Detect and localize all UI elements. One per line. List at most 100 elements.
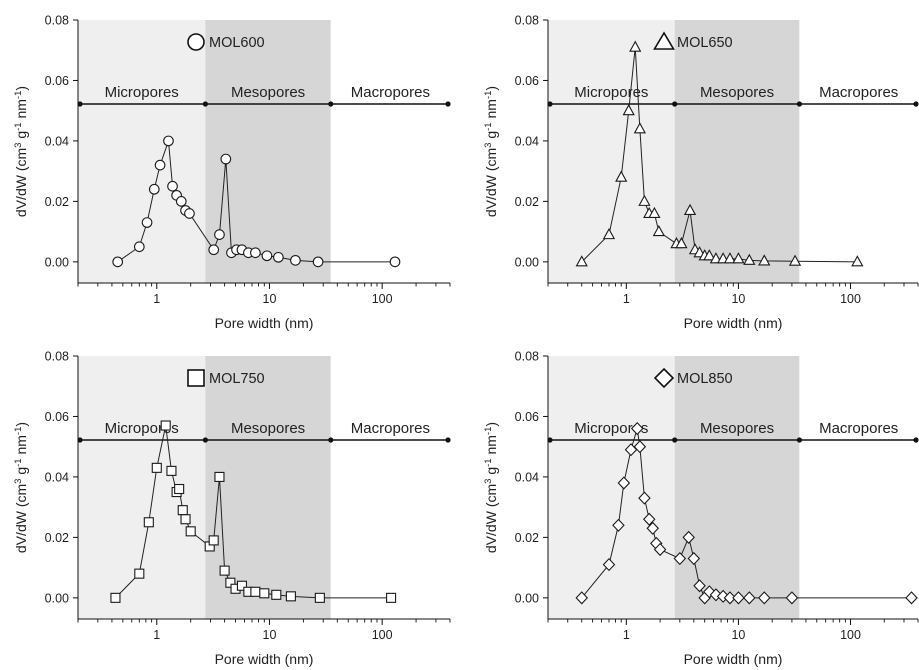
region-macropores-shade xyxy=(799,356,918,619)
region-micropores-shade xyxy=(548,356,675,619)
data-points xyxy=(112,135,401,268)
data-point xyxy=(575,591,588,605)
data-point xyxy=(250,247,261,259)
legend: MOL850 xyxy=(653,367,733,389)
legend: MOL650 xyxy=(653,31,733,51)
x-axis-title: Pore width (nm) xyxy=(215,651,314,667)
data-point xyxy=(653,542,667,557)
data-point xyxy=(214,229,225,240)
region-label-mesopores: Mesopores xyxy=(700,420,774,437)
data-point xyxy=(693,579,706,593)
data-point xyxy=(184,208,195,219)
region-label-macropores: Macropores xyxy=(819,420,898,437)
x-tick-label: 1 xyxy=(623,628,630,642)
y-tick-label: 0.00 xyxy=(45,255,69,269)
data-point xyxy=(259,588,270,599)
y-tick-label: 0.08 xyxy=(45,350,69,364)
data-point xyxy=(743,253,756,265)
region-label-mesopores: Mesopores xyxy=(700,84,774,101)
data-point xyxy=(166,465,177,476)
y-tick-label: 0.02 xyxy=(45,195,69,209)
data-point xyxy=(312,256,324,268)
data-point xyxy=(134,568,145,579)
y-tick-label: 0.06 xyxy=(45,410,69,424)
data-point xyxy=(177,505,188,516)
data-point xyxy=(687,551,701,566)
y-tick-label: 0.08 xyxy=(515,350,539,364)
region-bracket-tick xyxy=(202,101,208,107)
legend: MOL600 xyxy=(187,33,265,51)
region-bracket-tick xyxy=(913,101,919,107)
pore-regions xyxy=(78,356,450,619)
x-tick-label: 1 xyxy=(623,292,630,306)
y-axis-title: dV/dW (cm3 g-1 nm-1) xyxy=(483,422,500,553)
y-axis-title: dV/dW (cm3 g-1 nm-1) xyxy=(483,86,500,217)
data-point xyxy=(208,244,220,256)
data-point xyxy=(652,224,665,237)
data-point xyxy=(163,135,174,147)
region-bracket-tick xyxy=(672,437,678,443)
legend-label: MOL600 xyxy=(209,35,265,51)
data-point xyxy=(386,592,397,603)
legend-label: MOL850 xyxy=(677,371,733,387)
data-point xyxy=(732,252,745,264)
region-bracket-tick xyxy=(547,101,553,107)
data-point xyxy=(615,170,628,182)
x-tick-label: 100 xyxy=(372,292,393,306)
y-tick-label: 0.04 xyxy=(515,134,539,148)
data-point xyxy=(785,591,799,605)
data-point xyxy=(622,104,635,116)
y-tick-label: 0.00 xyxy=(45,591,69,605)
data-point xyxy=(148,183,160,195)
data-points xyxy=(110,420,397,603)
region-mesopores-shade xyxy=(205,356,331,619)
region-bracket-tick xyxy=(328,437,334,443)
data-point xyxy=(154,159,166,171)
chart-panel-mol850: Micropores Mesopores Macropores MOL850 0.00 0… xyxy=(483,350,919,667)
region-bracket-tick xyxy=(202,437,208,443)
y-tick-label: 0.02 xyxy=(45,531,69,545)
y-tick-label: 0.06 xyxy=(515,74,539,88)
data-point xyxy=(175,196,187,207)
x-tick-label: 10 xyxy=(263,292,277,306)
legend-circle-icon xyxy=(187,33,205,51)
region-bracket-tick xyxy=(328,101,334,107)
x-tick-label: 10 xyxy=(731,628,745,642)
pore-regions xyxy=(78,20,450,283)
region-bracket-tick xyxy=(77,437,83,443)
data-point xyxy=(788,254,802,266)
data-point xyxy=(180,514,191,525)
data-point xyxy=(675,237,688,249)
region-bracket-tick xyxy=(547,437,553,443)
data-point xyxy=(143,517,154,528)
chart-panel-mol600: Micropores Mesopores Macropores MOL600 0.00 0… xyxy=(13,14,451,331)
legend-diamond-icon xyxy=(653,367,675,389)
y-tick-label: 0.08 xyxy=(45,14,69,28)
region-label-micropores: Micropores xyxy=(105,420,179,437)
data-point xyxy=(630,421,644,436)
x-tick-label: 10 xyxy=(731,292,745,306)
region-bracket-tick xyxy=(796,437,803,443)
y-axis-title: dV/dW (cm3 g-1 nm-1) xyxy=(13,422,30,553)
data-point xyxy=(575,255,588,267)
data-point xyxy=(709,252,723,264)
data-point xyxy=(271,589,282,600)
data-point xyxy=(273,251,284,263)
region-mesopores-shade xyxy=(674,356,800,619)
data-point xyxy=(602,227,616,240)
data-point xyxy=(629,40,642,52)
chart-panel-mol750: Micropores Mesopores Macropores MOL750 0.00 0… xyxy=(13,350,451,667)
region-label-macropores: Macropores xyxy=(351,420,430,437)
legend-square-icon xyxy=(187,369,205,387)
data-point xyxy=(285,591,296,602)
data-point xyxy=(174,483,185,495)
region-micropores-shade xyxy=(548,20,675,283)
data-point xyxy=(642,512,656,526)
x-axis-title: Pore width (nm) xyxy=(684,315,783,331)
region-label-mesopores: Mesopores xyxy=(231,420,305,437)
pore-regions xyxy=(548,20,918,283)
data-point xyxy=(683,203,697,215)
data-point xyxy=(261,250,273,262)
x-tick-label: 10 xyxy=(263,628,277,642)
